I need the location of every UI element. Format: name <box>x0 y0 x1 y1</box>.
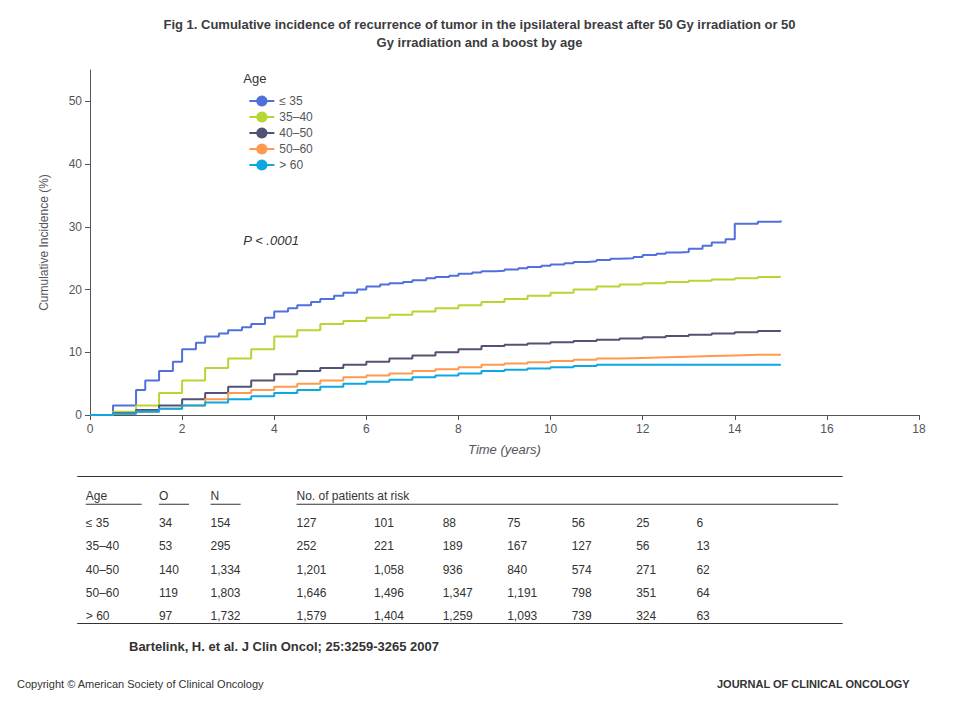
svg-text:> 60: > 60 <box>279 158 303 172</box>
svg-text:40–50: 40–50 <box>279 126 313 140</box>
svg-text:295: 295 <box>211 539 231 553</box>
svg-text:> 60: > 60 <box>86 609 110 623</box>
svg-text:56: 56 <box>572 516 586 530</box>
svg-text:30: 30 <box>69 220 83 234</box>
svg-text:1,579: 1,579 <box>297 609 327 623</box>
svg-text:Time (years): Time (years) <box>468 442 541 457</box>
svg-text:1,191: 1,191 <box>507 586 537 600</box>
svg-text:1,732: 1,732 <box>211 609 241 623</box>
svg-text:Fig 1. Cumulative incidence of: Fig 1. Cumulative incidence of recurrenc… <box>163 17 795 32</box>
svg-text:4: 4 <box>271 422 278 436</box>
svg-text:34: 34 <box>159 516 173 530</box>
svg-text:≤ 35: ≤ 35 <box>279 94 303 108</box>
svg-text:798: 798 <box>572 586 592 600</box>
svg-text:20: 20 <box>69 283 83 297</box>
svg-text:10: 10 <box>544 422 558 436</box>
svg-text:50–60: 50–60 <box>86 586 120 600</box>
svg-text:No. of patients at risk: No. of patients at risk <box>297 489 411 503</box>
svg-text:324: 324 <box>636 609 656 623</box>
svg-text:101: 101 <box>374 516 394 530</box>
svg-text:97: 97 <box>159 609 173 623</box>
svg-text:62: 62 <box>696 563 710 577</box>
svg-text:40: 40 <box>69 157 83 171</box>
svg-text:140: 140 <box>159 563 179 577</box>
svg-text:127: 127 <box>572 539 592 553</box>
svg-text:6: 6 <box>696 516 703 530</box>
svg-text:13: 13 <box>696 539 710 553</box>
svg-text:12: 12 <box>636 422 650 436</box>
svg-text:N: N <box>211 489 220 503</box>
svg-text:167: 167 <box>507 539 527 553</box>
svg-text:1,201: 1,201 <box>297 563 327 577</box>
svg-text:574: 574 <box>572 563 592 577</box>
svg-text:1,404: 1,404 <box>374 609 404 623</box>
svg-text:75: 75 <box>507 516 521 530</box>
svg-text:840: 840 <box>507 563 527 577</box>
svg-text:64: 64 <box>696 586 710 600</box>
svg-text:88: 88 <box>443 516 457 530</box>
svg-text:1,347: 1,347 <box>443 586 473 600</box>
svg-text:35–40: 35–40 <box>86 539 120 553</box>
svg-text:8: 8 <box>455 422 462 436</box>
svg-text:127: 127 <box>297 516 317 530</box>
svg-text:50: 50 <box>69 94 83 108</box>
svg-text:1,259: 1,259 <box>443 609 473 623</box>
svg-text:2: 2 <box>179 422 186 436</box>
svg-text:P < .0001: P < .0001 <box>243 233 299 248</box>
svg-text:14: 14 <box>728 422 742 436</box>
svg-text:Bartelink, H. et al. J Clin On: Bartelink, H. et al. J Clin Oncol; 25:32… <box>129 639 439 654</box>
svg-text:221: 221 <box>374 539 394 553</box>
svg-text:25: 25 <box>636 516 650 530</box>
svg-text:1,334: 1,334 <box>211 563 241 577</box>
svg-text:18: 18 <box>912 422 926 436</box>
svg-text:1,058: 1,058 <box>374 563 404 577</box>
svg-text:53: 53 <box>159 539 173 553</box>
svg-text:16: 16 <box>820 422 834 436</box>
svg-text:936: 936 <box>443 563 463 577</box>
svg-text:Age: Age <box>243 71 266 86</box>
svg-text:351: 351 <box>636 586 656 600</box>
svg-text:1,496: 1,496 <box>374 586 404 600</box>
svg-text:119: 119 <box>159 586 178 600</box>
svg-text:1,803: 1,803 <box>211 586 241 600</box>
svg-text:63: 63 <box>696 609 710 623</box>
svg-text:10: 10 <box>69 345 83 359</box>
svg-text:271: 271 <box>636 563 656 577</box>
svg-text:Age: Age <box>86 489 108 503</box>
svg-text:≤ 35: ≤ 35 <box>86 516 110 530</box>
svg-text:Gy irradiation and a boost by: Gy irradiation and a boost by age <box>377 35 583 50</box>
svg-text:Cumulative Incidence (%): Cumulative Incidence (%) <box>37 174 51 311</box>
svg-text:40–50: 40–50 <box>86 563 120 577</box>
svg-text:252: 252 <box>297 539 317 553</box>
svg-text:35–40: 35–40 <box>279 110 313 124</box>
svg-text:0: 0 <box>87 422 94 436</box>
svg-text:6: 6 <box>363 422 370 436</box>
svg-text:56: 56 <box>636 539 650 553</box>
svg-text:189: 189 <box>443 539 463 553</box>
svg-text:0: 0 <box>75 408 82 422</box>
svg-text:1,646: 1,646 <box>297 586 327 600</box>
svg-text:50–60: 50–60 <box>279 142 313 156</box>
svg-text:154: 154 <box>211 516 231 530</box>
svg-text:739: 739 <box>572 609 592 623</box>
svg-text:O: O <box>159 489 168 503</box>
svg-text:1,093: 1,093 <box>507 609 537 623</box>
svg-text:Copyright © American Society o: Copyright © American Society of Clinical… <box>17 678 264 690</box>
svg-text:JOURNAL OF CLINICAL ONCOLOGY: JOURNAL OF CLINICAL ONCOLOGY <box>717 678 910 690</box>
